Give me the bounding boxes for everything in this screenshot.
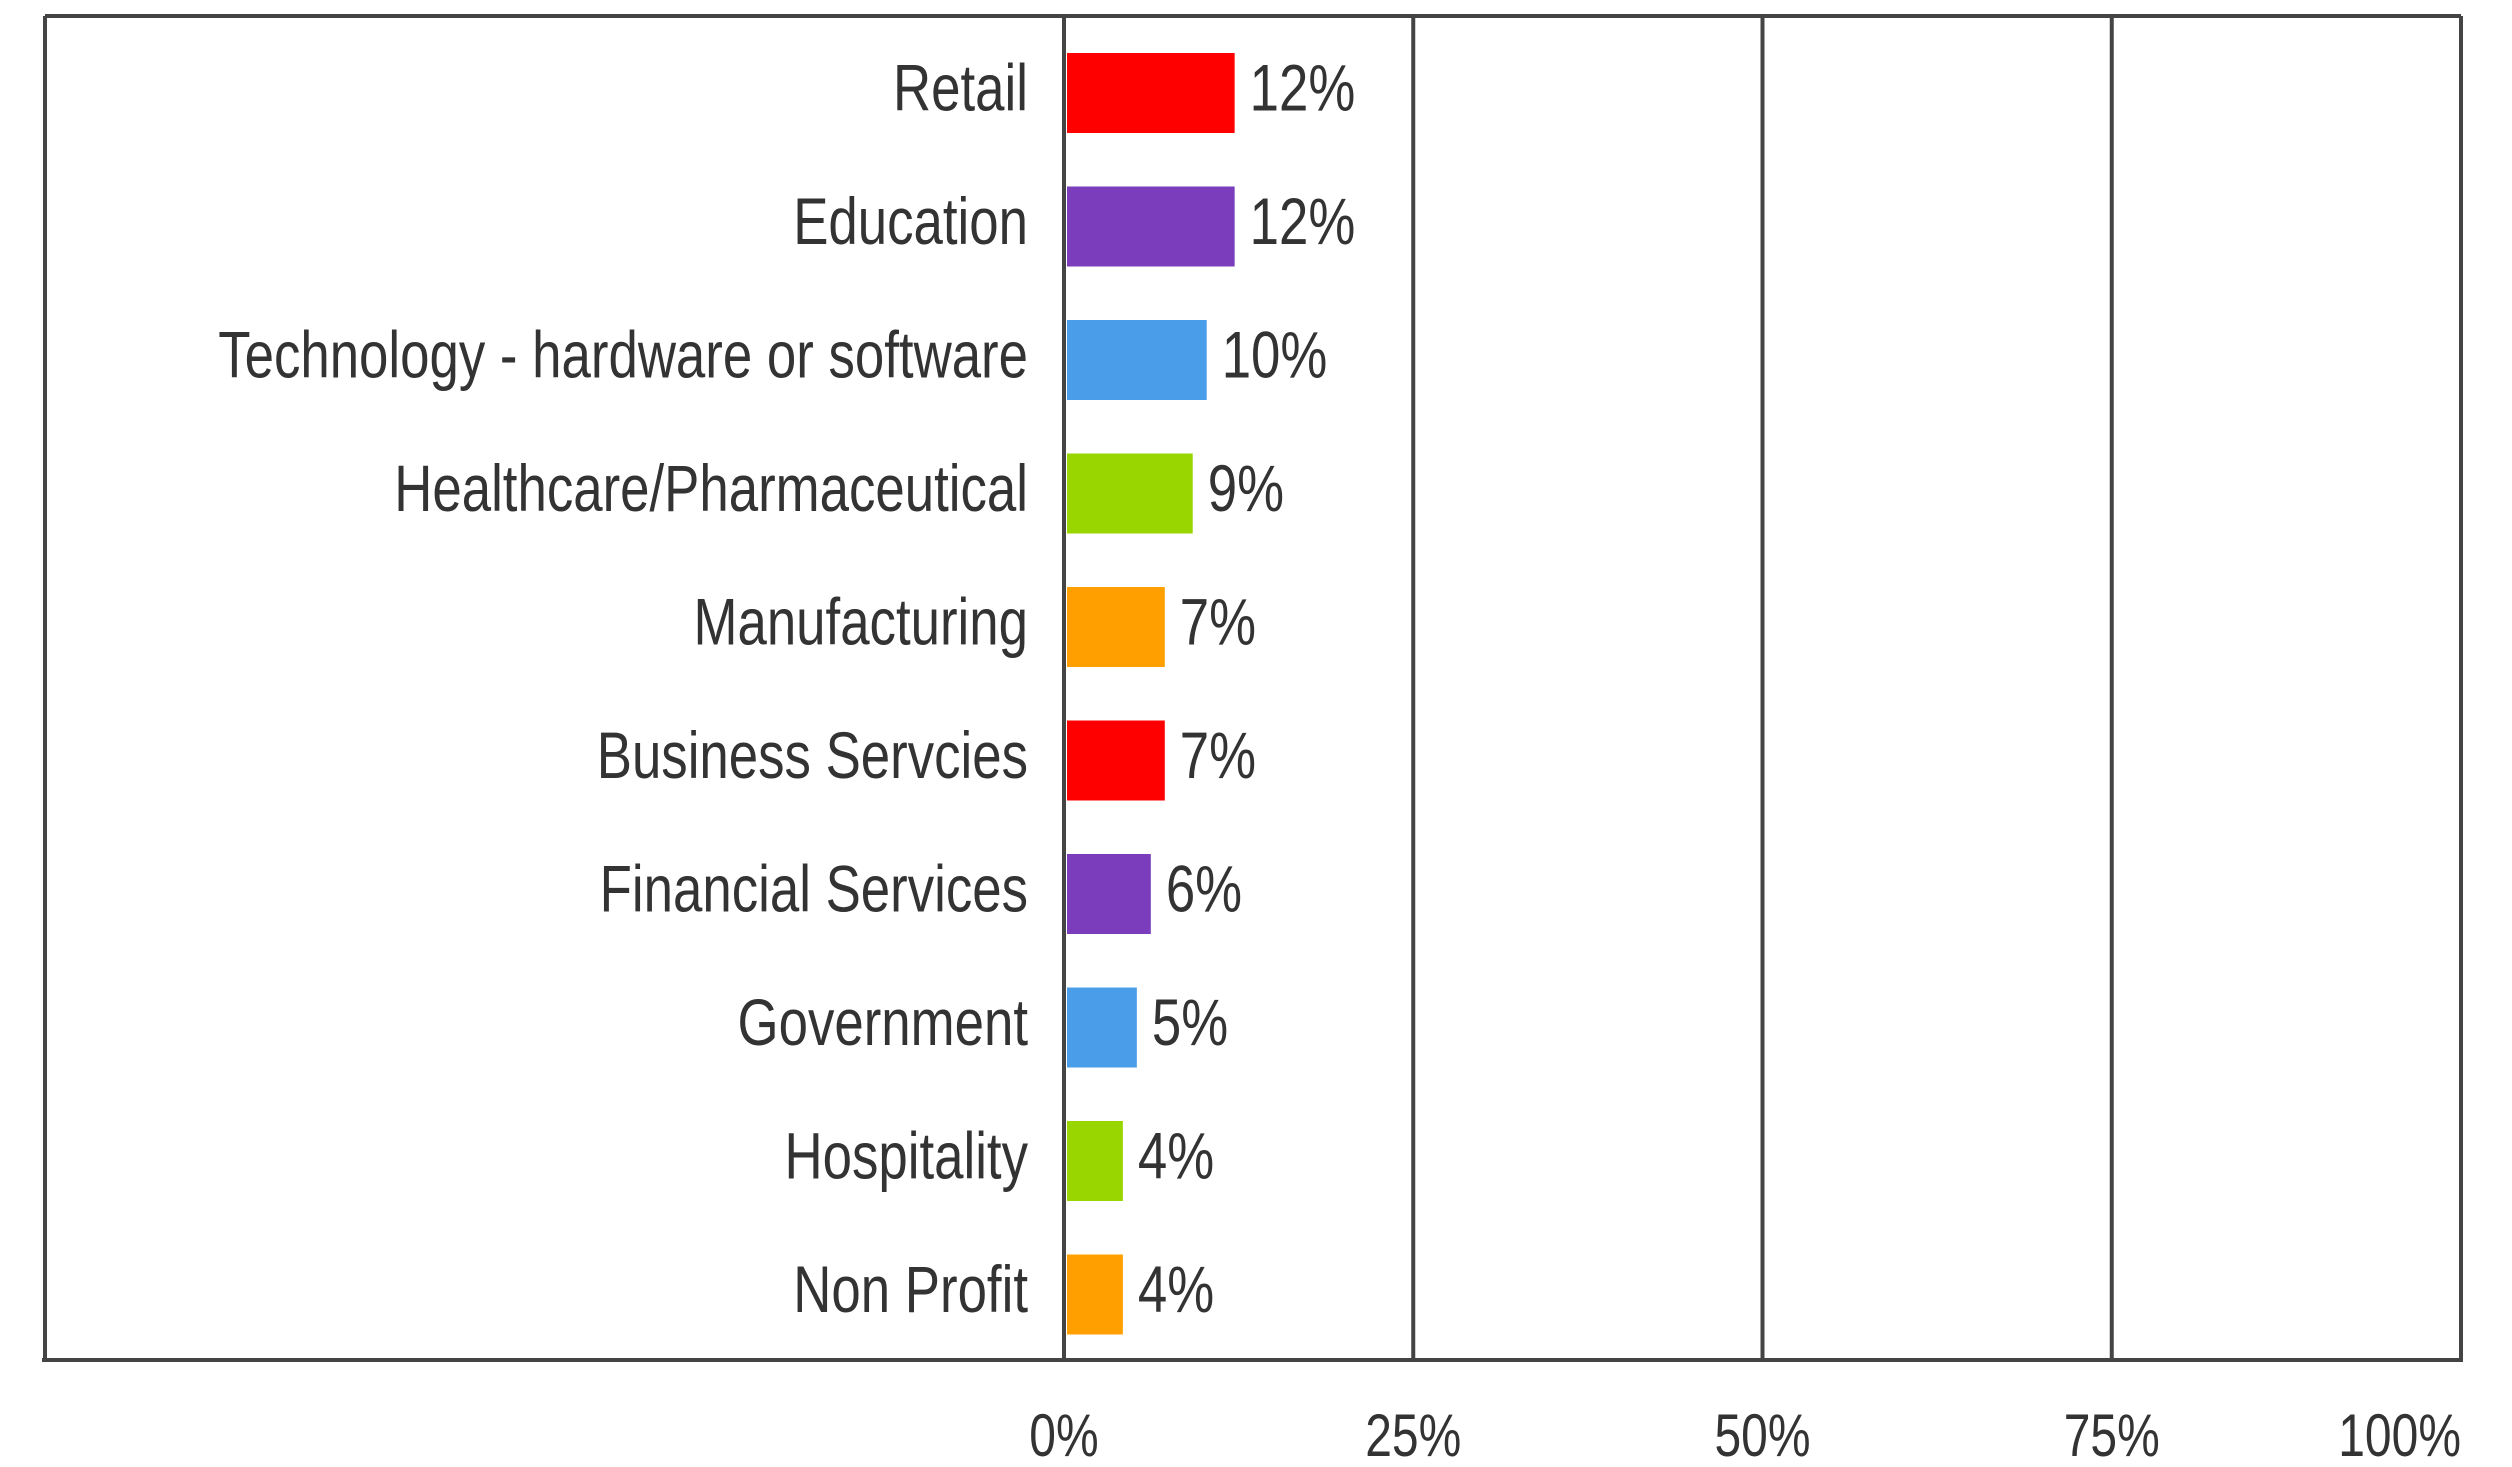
value-label: 7%: [1180, 585, 1256, 659]
y-tick-label: Non Profit: [793, 1252, 1028, 1326]
bar: [1067, 186, 1235, 267]
bar: [1067, 53, 1235, 133]
value-label: 4%: [1138, 1252, 1214, 1326]
bar: [1067, 320, 1207, 400]
bar: [1067, 854, 1151, 934]
bar: [1067, 587, 1165, 667]
x-tick-label: 0%: [1029, 1402, 1098, 1467]
x-tick-label: 75%: [2064, 1402, 2160, 1467]
value-label: 7%: [1180, 718, 1256, 792]
y-tick-label: Hospitality: [784, 1119, 1028, 1193]
value-label: 5%: [1152, 985, 1228, 1059]
value-label: 6%: [1166, 852, 1242, 926]
value-label: 12%: [1250, 51, 1356, 125]
value-label: 12%: [1250, 184, 1356, 258]
bar: [1067, 720, 1165, 801]
value-label: 4%: [1138, 1119, 1214, 1193]
y-tick-label: Education: [793, 184, 1028, 258]
x-tick-label: 100%: [2338, 1402, 2461, 1467]
y-tick-label: Technology - hardware or software: [218, 318, 1028, 392]
value-label: 9%: [1208, 451, 1284, 525]
y-tick-label: Business Servcies: [597, 718, 1028, 792]
bar: [1067, 987, 1137, 1068]
x-tick-label: 25%: [1365, 1402, 1461, 1467]
x-tick-label: 50%: [1714, 1402, 1810, 1467]
bar: [1067, 1121, 1123, 1201]
y-tick-label: Healthcare/Pharmaceutical: [394, 451, 1028, 525]
y-tick-label: Manufacturing: [693, 585, 1028, 659]
y-tick-label: Retail: [893, 51, 1028, 125]
bar: [1067, 453, 1193, 534]
value-label: 10%: [1222, 318, 1328, 392]
y-tick-label: Government: [738, 985, 1029, 1059]
y-tick-label: Financial Services: [600, 852, 1028, 926]
bar: [1067, 1254, 1123, 1335]
